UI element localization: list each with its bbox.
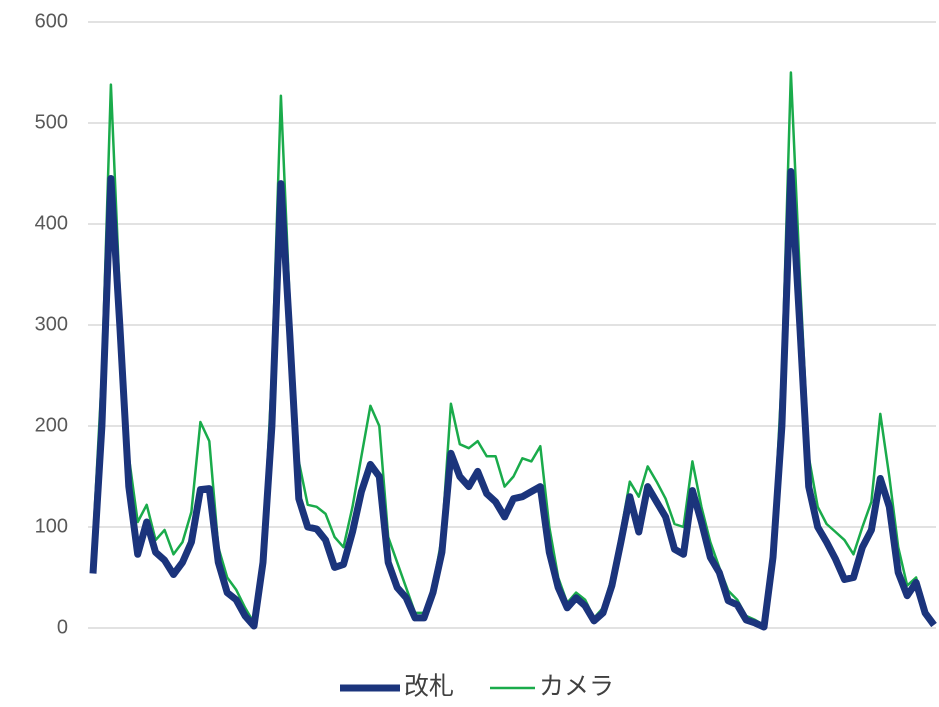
y-tick-label: 600 <box>35 10 68 32</box>
series-line <box>89 168 937 631</box>
y-tick-label: 0 <box>57 616 68 638</box>
legend-label: カメラ <box>539 673 614 701</box>
y-tick-label: 200 <box>35 414 68 436</box>
legend-label: 改札 <box>404 673 454 701</box>
y-tick-label: 100 <box>35 515 68 537</box>
series-line <box>91 71 935 627</box>
y-tick-label: 400 <box>35 212 68 234</box>
y-tick-label: 300 <box>35 313 68 335</box>
y-tick-label: 500 <box>35 111 68 133</box>
